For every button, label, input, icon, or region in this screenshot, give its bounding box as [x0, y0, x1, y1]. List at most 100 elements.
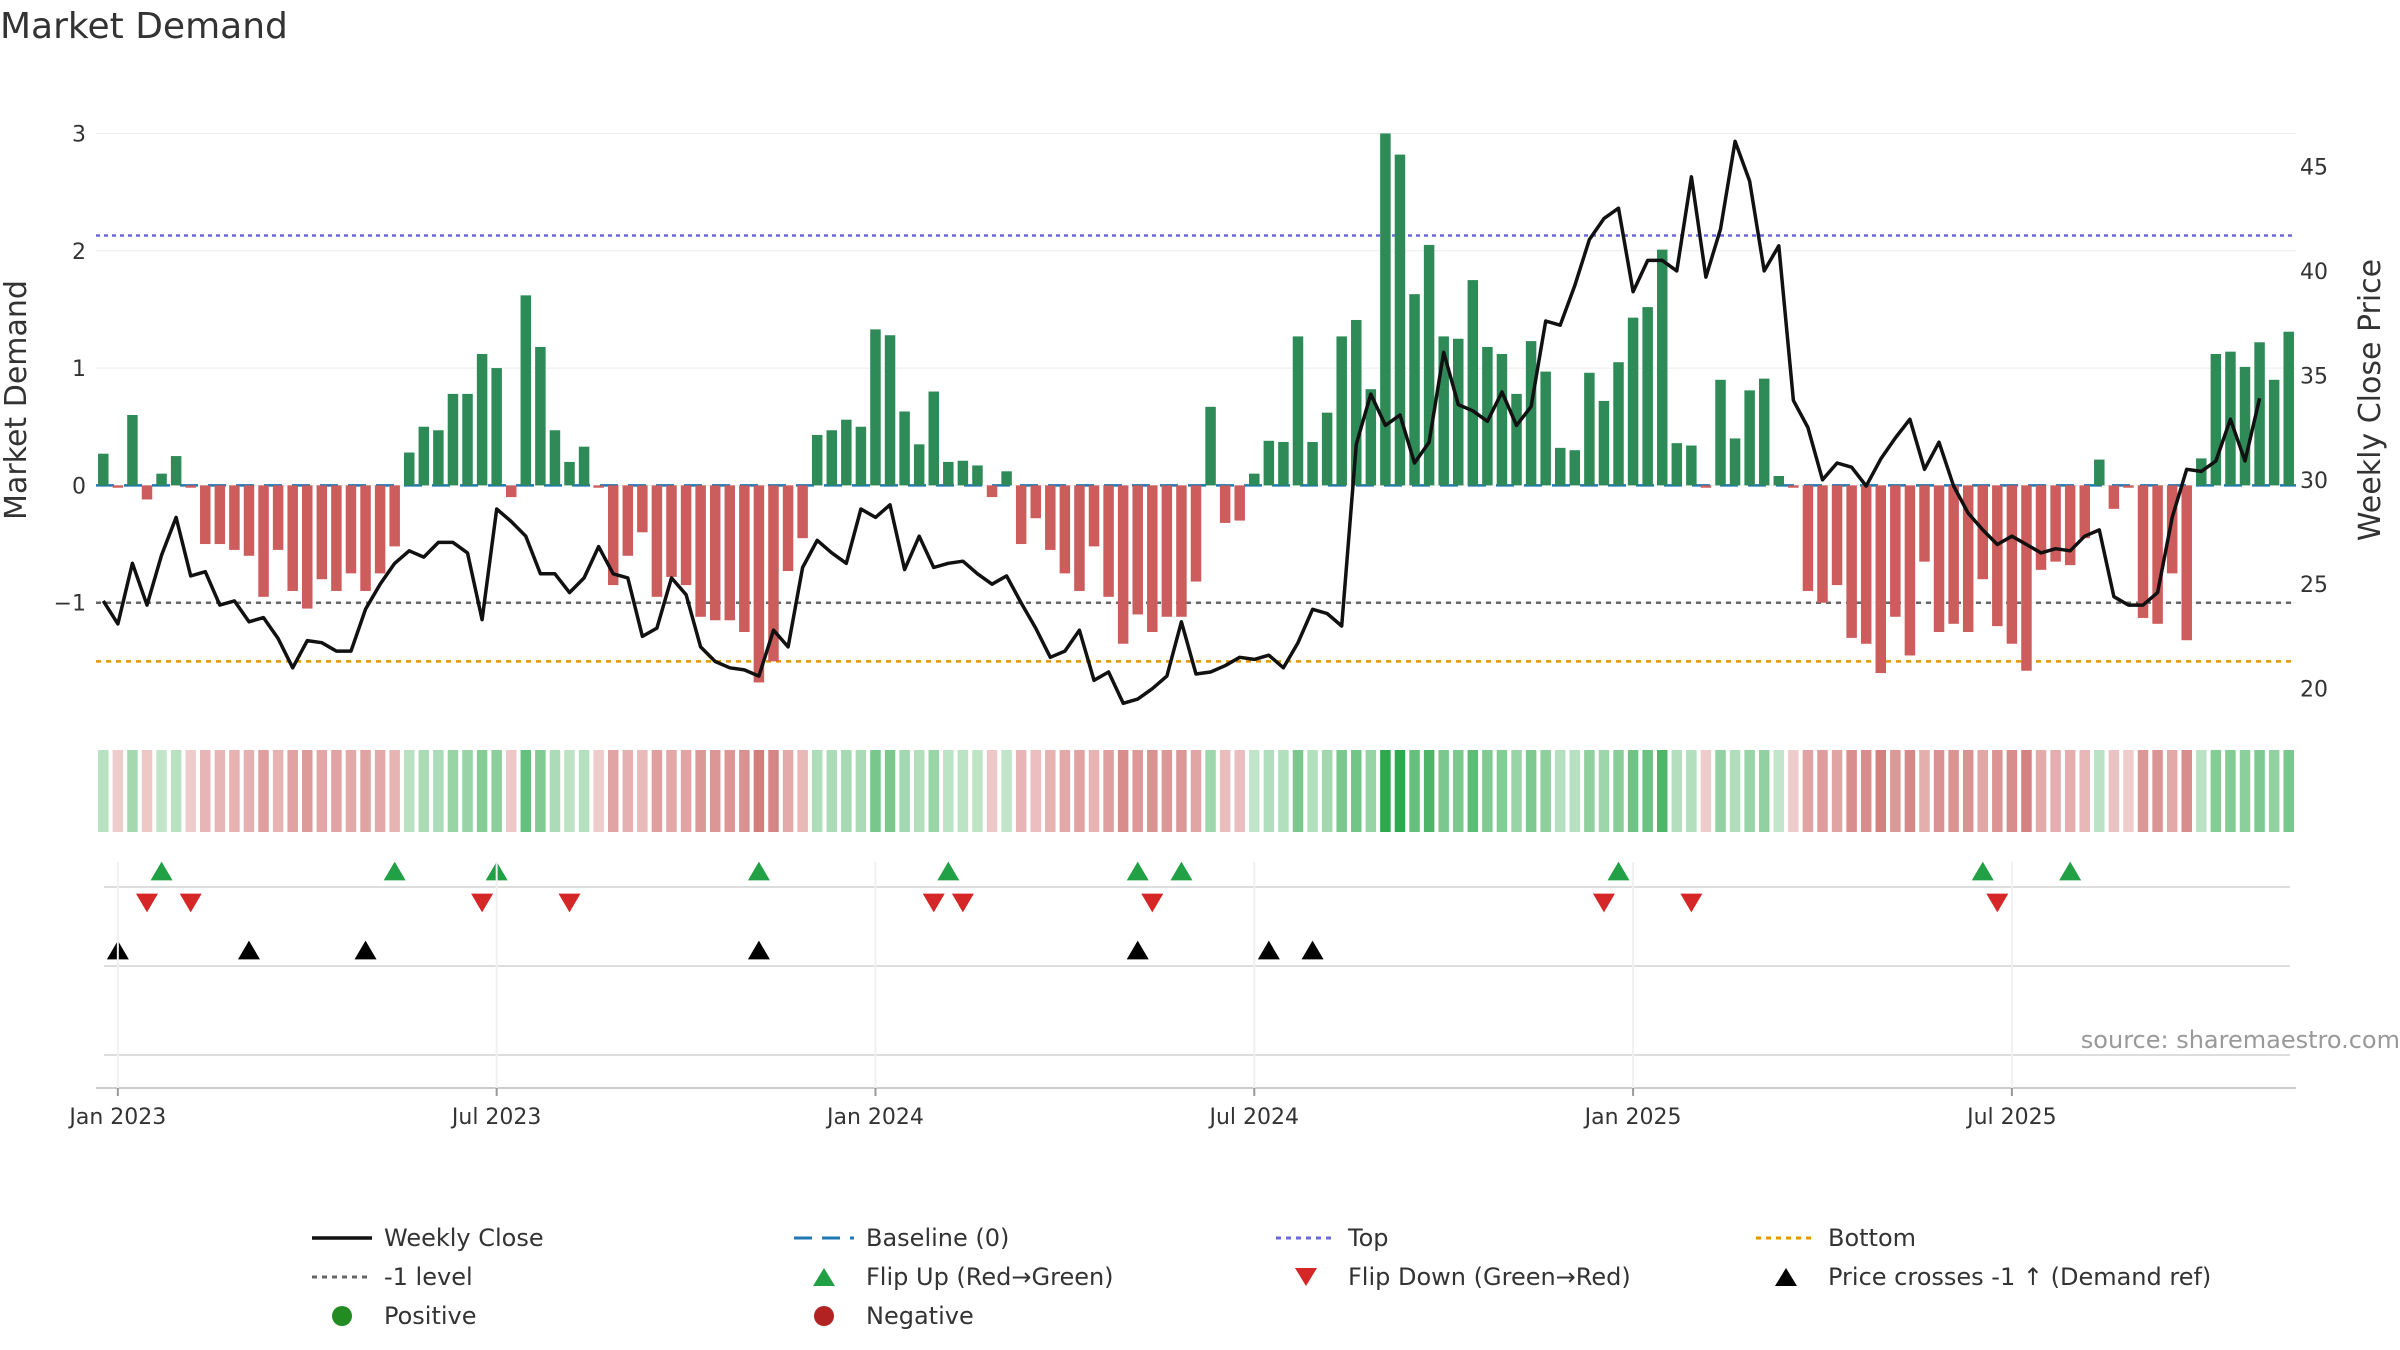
x-tick-label: Jan 2024 [825, 1105, 924, 1130]
demand-bar-negative [1933, 485, 1945, 633]
heat-cell [156, 750, 167, 832]
heat-cell [2268, 750, 2280, 832]
demand-bar-negative [229, 485, 240, 550]
legend-label: Baseline (0) [866, 1224, 1009, 1252]
heat-cell [666, 750, 677, 832]
flip-up-marker [150, 861, 173, 881]
heat-cell [884, 750, 896, 832]
heat-cell [2108, 750, 2120, 832]
heat-cell [2152, 750, 2163, 832]
heat-cell [2094, 750, 2105, 832]
legend-label: Weekly Close [384, 1224, 544, 1252]
demand-bar-negative [1962, 485, 1974, 633]
legend-swatch-circle [332, 1306, 352, 1326]
demand-bar-negative [1132, 485, 1143, 615]
heat-cell [1161, 750, 1173, 832]
heat-cell [1438, 750, 1449, 832]
heat-cell [1088, 750, 1100, 832]
legend-label: Price crosses -1 ↑ (Demand ref) [1828, 1263, 2211, 1291]
demand-bar-negative [1948, 485, 1959, 624]
demand-bar-positive [1584, 372, 1595, 486]
price-cross-marker [1126, 940, 1149, 960]
heat-cell [753, 750, 765, 832]
demand-bar-positive [1351, 319, 1362, 486]
right-tick-label: 25 [2300, 573, 2328, 598]
demand-bar-negative [753, 485, 765, 683]
heat-cell [1627, 750, 1639, 832]
demand-bar-negative [1700, 485, 1712, 488]
heat-cell [1817, 750, 1828, 832]
flip-down-marker [951, 893, 974, 913]
demand-bar-positive [1627, 317, 1639, 486]
price-cross-marker [1301, 940, 1324, 960]
heat-cell [1001, 750, 1012, 832]
heat-cell [1365, 750, 1377, 832]
demand-bar-positive [433, 430, 444, 486]
heat-cell [2137, 750, 2149, 832]
demand-bar-positive [520, 295, 532, 486]
demand-bar-positive [564, 461, 575, 486]
demand-bar-positive [1292, 336, 1304, 486]
demand-bar-positive [1321, 412, 1333, 486]
heat-cell [127, 750, 138, 832]
demand-bar-negative [112, 485, 124, 488]
heat-cell [1103, 750, 1114, 832]
heat-cell [2254, 750, 2265, 832]
demand-bar-negative [1234, 485, 1245, 521]
heat-cell [1831, 750, 1843, 832]
left-axis-ticks: 3 2 1 0 −1 [54, 122, 86, 616]
demand-bar-negative [2123, 485, 2134, 488]
heat-cell [739, 750, 750, 832]
flip-up-marker [1971, 861, 1994, 881]
demand-bar-positive [972, 465, 983, 486]
demand-bar-positive [535, 346, 546, 486]
heat-cell [1977, 750, 1988, 832]
heat-cell [331, 750, 342, 832]
left-axis-title: Market Demand [0, 280, 34, 520]
heat-cell [1511, 750, 1522, 832]
signal-strips [104, 861, 2290, 1056]
heat-cell [229, 750, 240, 832]
demand-bar-negative [1045, 485, 1056, 550]
demand-bar-negative [2166, 485, 2178, 574]
demand-bar-positive [884, 335, 896, 486]
flip-down-marker [179, 893, 202, 913]
heat-cell [491, 750, 502, 832]
legend-swatch-circle [814, 1306, 834, 1326]
heat-cell [1132, 750, 1143, 832]
demand-bar-positive [2268, 379, 2280, 486]
demand-bar-negative [360, 485, 371, 591]
heat-cell [2064, 750, 2076, 832]
price-cross-marker [747, 940, 770, 960]
heat-cell [709, 750, 721, 832]
demand-bar-positive [1642, 307, 1653, 486]
heat-cell [360, 750, 371, 832]
demand-bar-negative [1074, 485, 1085, 591]
left-tick-label: 0 [72, 474, 86, 499]
heat-cell [462, 750, 473, 832]
heat-cell [98, 750, 109, 832]
heat-cell [841, 750, 852, 832]
right-tick-label: 45 [2300, 155, 2328, 180]
heat-cell [1045, 750, 1056, 832]
demand-bar-negative [1088, 485, 1100, 547]
demand-bar-positive [2283, 331, 2294, 486]
heat-cell [1700, 750, 1712, 832]
heat-cell [695, 750, 706, 832]
heat-cell [1249, 750, 1260, 832]
demand-bar-positive [1409, 294, 1420, 486]
demand-bar-negative [695, 485, 706, 617]
heat-cell [549, 750, 561, 832]
demand-bar-negative [2035, 485, 2047, 570]
demand-bar-positive [1540, 371, 1551, 486]
demand-bar-negative [666, 485, 677, 577]
demand-bar-negative [1817, 485, 1828, 603]
flip-down-marker [1141, 893, 1164, 913]
demand-bar-positive [447, 393, 459, 486]
heat-cell [258, 750, 269, 832]
heat-cell [1598, 750, 1610, 832]
x-axis-ticks: Jan 2023 Jul 2023 Jan 2024 Jul 2024 Jan 2025… [67, 862, 2296, 1130]
demand-bar-negative [739, 485, 750, 633]
demand-bar-positive [811, 434, 823, 486]
heat-cell [214, 750, 226, 832]
